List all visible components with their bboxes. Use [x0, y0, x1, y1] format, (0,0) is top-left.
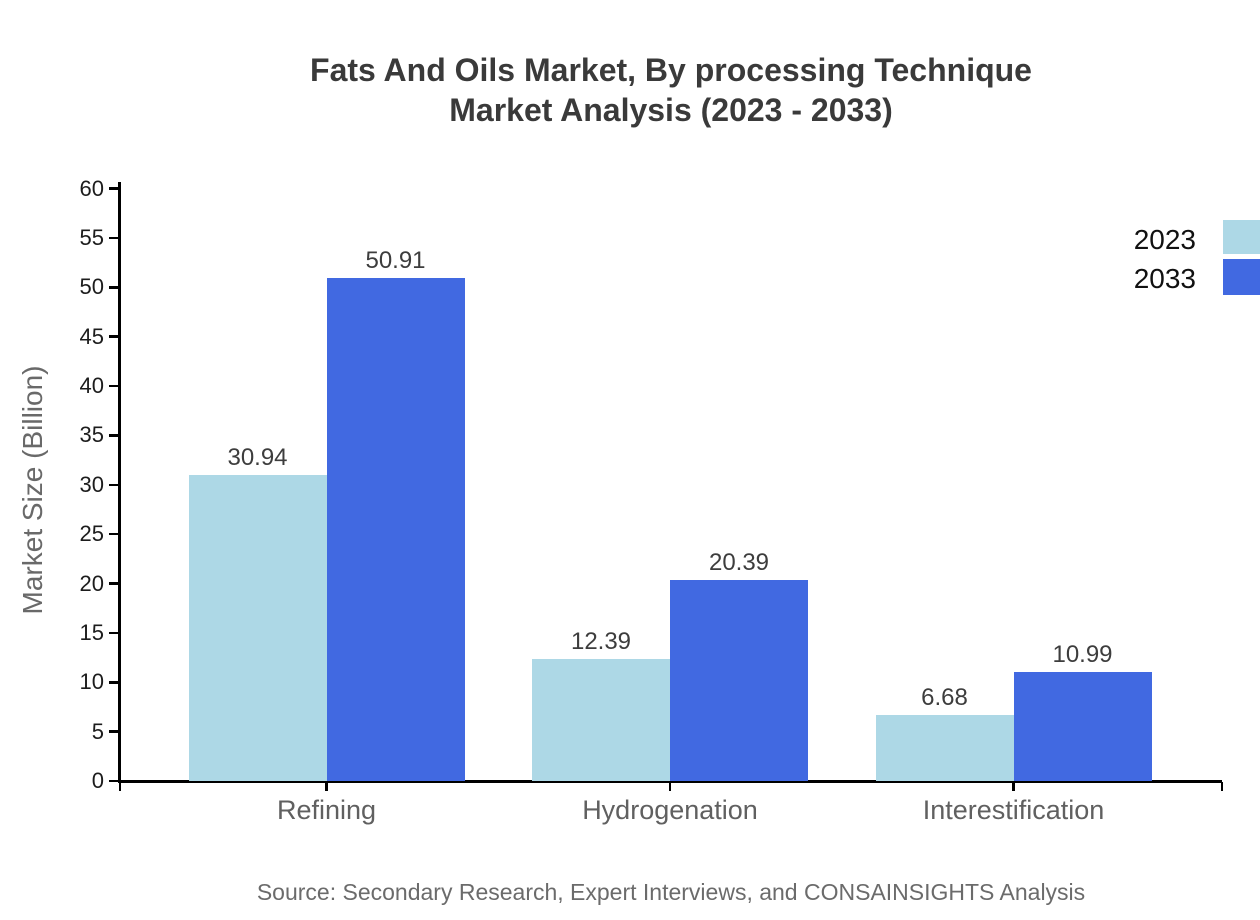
y-tick-label: 35: [79, 422, 104, 448]
bar-2023-refining: [188, 475, 327, 781]
category-label-hydrogenation: Hydrogenation: [582, 795, 758, 825]
category-label-interestification: Interestification: [922, 795, 1105, 825]
y-tick-label: 55: [79, 224, 104, 250]
y-tick: [109, 483, 119, 486]
x-tick: [325, 782, 328, 791]
bar-value-label: 20.39: [708, 548, 770, 576]
bar-2033-refining: [326, 278, 465, 781]
x-tick: [1220, 782, 1224, 791]
x-tick: [118, 782, 122, 791]
bar-value-label: 30.94: [227, 444, 288, 472]
legend-swatch-2023: [1223, 220, 1260, 254]
y-tick: [109, 582, 119, 585]
chart-title-line1: Fats And Oils Market, By processing Tech…: [310, 52, 1032, 88]
y-tick-label: 45: [79, 323, 104, 349]
bar-value-label: 12.39: [570, 627, 632, 655]
y-tick-label: 20: [79, 570, 104, 596]
y-tick-label: 5: [91, 718, 104, 744]
bar-2023-interestification: [875, 715, 1014, 781]
x-tick: [668, 782, 672, 791]
y-tick-label: 60: [79, 175, 104, 201]
y-tick: [109, 236, 119, 240]
y-tick-label: 25: [79, 521, 104, 547]
legend-swatch-2033: [1223, 259, 1260, 295]
y-tick: [109, 187, 119, 190]
y-tick: [109, 434, 119, 437]
y-tick-label: 40: [79, 373, 104, 398]
y-tick: [109, 286, 119, 289]
y-tick-label: 30: [79, 471, 104, 497]
y-tick-label: 50: [79, 274, 104, 300]
bar-value-label: 10.99: [1052, 641, 1113, 669]
y-tick: [109, 730, 119, 733]
bar-2033-hydrogenation: [670, 579, 808, 781]
plot-area: 0 5 10 15 20 25 30 35 40 45 50 55 60 Refining Hydrogen…: [80, 176, 1224, 825]
y-tick: [109, 681, 119, 684]
y-tick: [109, 779, 119, 783]
legend-label-2023: 2023: [1133, 224, 1196, 255]
y-tick-label: 10: [79, 669, 104, 695]
bar-2023-hydrogenation: [532, 658, 670, 781]
y-tick-label: 0: [91, 768, 104, 793]
bar-2033-interestification: [1013, 672, 1152, 781]
bar-value-label: 6.68: [921, 684, 968, 712]
bar-value-label: 50.91: [365, 247, 426, 275]
chart-title-line2: Market Analysis (2023 - 2033): [449, 92, 893, 128]
category-label-refining: Refining: [276, 795, 377, 825]
y-tick-label: 15: [79, 619, 104, 645]
x-axis-line: [118, 780, 1222, 783]
y-axis-line: [118, 182, 121, 783]
x-tick: [1012, 782, 1015, 791]
y-tick: [109, 532, 119, 536]
source-note: Source: Secondary Research, Expert Inter…: [256, 879, 1086, 905]
y-tick: [109, 384, 119, 388]
legend-label-2033: 2033: [1133, 263, 1196, 294]
y-tick: [109, 631, 119, 635]
chart-title: Fats And Oils Market, By processing Tech…: [120, 50, 1222, 130]
y-tick: [109, 335, 119, 338]
